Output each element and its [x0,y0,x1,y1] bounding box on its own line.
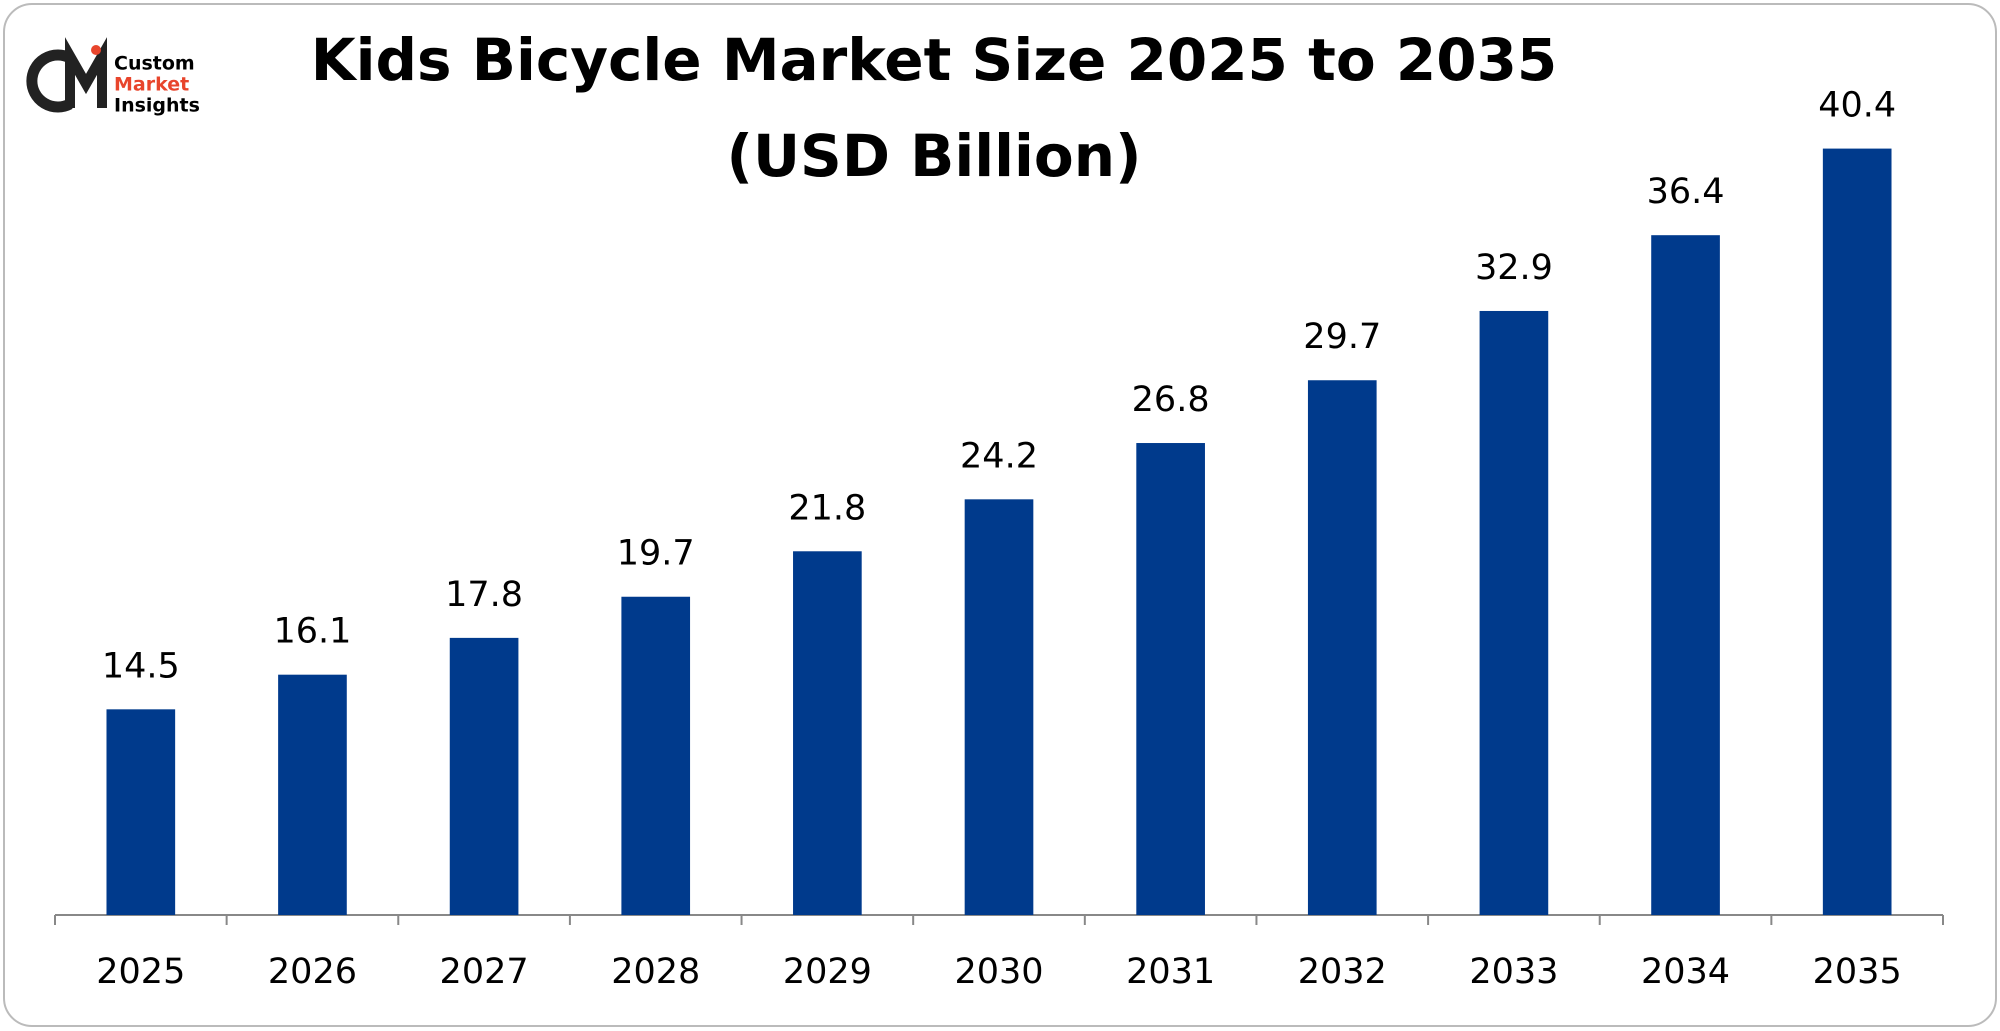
logo-c [26,49,73,113]
x-tick-label: 2026 [268,952,357,992]
logo: Custom Market Insights [26,37,200,117]
x-tick-label: 2027 [440,952,529,992]
x-tick-label: 2029 [783,952,872,992]
x-tick-label: 2028 [611,952,700,992]
value-label: 16.1 [273,612,351,652]
bar [1136,443,1205,915]
bar [1822,148,1892,916]
value-label: 36.4 [1647,172,1725,212]
x-tick-label: 2032 [1298,952,1387,992]
bar [449,637,519,915]
x-tick-label: 2030 [954,952,1043,992]
x-tick-label: 2035 [1813,952,1902,992]
logo-text: Custom [114,53,195,75]
x-tick-label: 2025 [96,952,185,992]
x-tick-label: 2031 [1126,952,1215,992]
bar [106,709,176,915]
logo-m [65,37,107,108]
chart-title: (USD Billion) [726,122,1141,190]
x-tick-label: 2033 [1469,952,1558,992]
logo-dot [91,45,101,55]
value-label: 24.2 [960,436,1038,476]
x-tick-label: 2034 [1641,952,1730,992]
bar [621,596,691,915]
chart-title: Kids Bicycle Market Size 2025 to 2035 [311,26,1558,94]
logo-text: Insights [114,95,200,117]
bar [964,499,1034,915]
value-label: 29.7 [1303,317,1381,357]
value-label: 19.7 [617,534,695,574]
bar [278,674,347,915]
value-label: 32.9 [1475,248,1553,288]
value-label: 14.5 [102,646,180,686]
value-label: 21.8 [788,488,866,528]
bar [793,551,862,915]
bar [1651,235,1720,915]
bar [1479,310,1549,916]
logo-text: Market [114,74,189,96]
bar [1307,380,1377,915]
value-label: 17.8 [445,575,523,615]
value-label: 26.8 [1132,380,1210,420]
value-label: 40.4 [1818,86,1896,126]
